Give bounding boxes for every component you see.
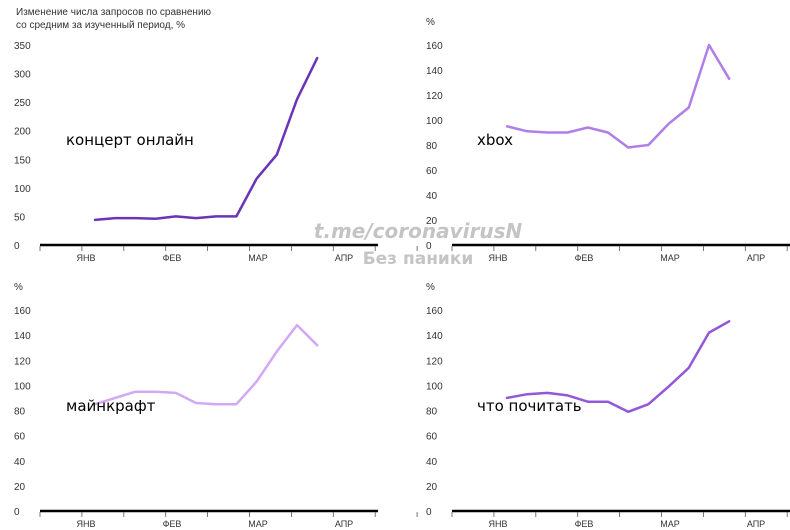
y-tick-label: 40 [426,191,438,202]
y-tick-label: 80 [426,407,438,418]
y-tick-label: 100 [426,116,443,127]
y-tick-label: 40 [426,457,438,468]
y-tick-label: 300 [14,70,31,81]
x-tick-label: ЯНВ [488,253,507,263]
x-tick-label: АПР [335,253,353,263]
y-tick-label: 80 [14,407,26,418]
x-tick-label: МАР [660,253,680,263]
series-line [505,43,731,149]
chart-heading-line2: со средним за изученный период, % [16,20,185,31]
y-tick-label: 20 [426,482,438,493]
x-tick-label: МАР [248,519,268,529]
y-tick-label: 100 [426,381,443,392]
y-unit-label: % [426,282,435,293]
x-tick-label: АПР [335,519,353,529]
y-tick-label: 20 [426,216,438,227]
x-tick-label: АПР [747,253,765,263]
x-tick-label: ФЕВ [163,519,182,529]
x-tick-label: МАР [248,253,268,263]
series-line [93,56,319,222]
y-tick-label: 160 [14,306,31,317]
x-tick-label: МАР [660,519,680,529]
chart-heading-line1: Изменение числа запросов по сравнению [16,7,212,18]
x-tick-label: ФЕВ [575,519,594,529]
y-tick-label: 100 [14,381,31,392]
y-tick-label: 120 [426,91,443,102]
y-tick-label: 0 [426,241,432,252]
y-tick-label: 60 [426,166,438,177]
y-tick-label: 100 [14,184,31,195]
y-tick-label: 60 [426,432,438,443]
series-label: концерт онлайн [66,131,194,149]
x-tick-label: АПР [747,519,765,529]
x-tick-label: ФЕВ [575,253,594,263]
y-tick-label: 60 [14,432,26,443]
y-tick-label: 250 [14,98,31,109]
x-tick-label: ЯНВ [76,253,95,263]
y-tick-label: 50 [14,212,26,223]
panel-what-to-read: 0 20 40 60 80 100 120 140 160% ЯНВ ФЕВ МАР АПР что по… [426,282,790,529]
series-label: что почитать [477,397,582,415]
y-tick-label: 0 [426,507,432,518]
x-tick-label: ФЕВ [163,253,182,263]
series-label: xbox [477,131,513,149]
y-tick-label: 140 [426,331,443,342]
y-tick-label: 160 [426,306,443,317]
y-tick-label: 120 [426,356,443,367]
y-tick-label: 350 [14,41,31,52]
x-tick-label: ЯНВ [488,519,507,529]
series-label: майнкрафт [66,397,156,415]
y-tick-label: 140 [426,66,443,77]
y-tick-label: 140 [14,331,31,342]
y-tick-label: 120 [14,356,31,367]
y-tick-label: 40 [14,457,26,468]
y-tick-label: 80 [426,141,438,152]
series-line [505,320,731,414]
y-unit-label: % [426,17,435,28]
panel-concert-online: 0 50 100 150 200 250 300 350 ЯНВ ФЕВ МАР АПР концерт… [14,41,418,263]
y-tick-label: 160 [426,41,443,52]
panel-xbox: 0 20 40 60 80 100 120 140 160% ЯНВ ФЕВ МАР АПР xbox [426,17,790,263]
y-tick-label: 150 [14,155,31,166]
y-tick-label: 20 [14,482,26,493]
y-tick-label: 0 [14,507,20,518]
panel-minecraft: 0 20 40 60 80 100 120 140 160% ЯНВ ФЕВ МАР АПР майнкр… [14,282,418,529]
x-tick-label: ЯНВ [76,519,95,529]
y-tick-label: 200 [14,127,31,138]
series-line [93,323,319,406]
y-tick-label: 0 [14,241,20,252]
watermark-slogan: Без паники [363,249,474,269]
watermark-channel: t.me/coronavirusN [314,219,523,243]
y-unit-label: % [14,282,23,293]
